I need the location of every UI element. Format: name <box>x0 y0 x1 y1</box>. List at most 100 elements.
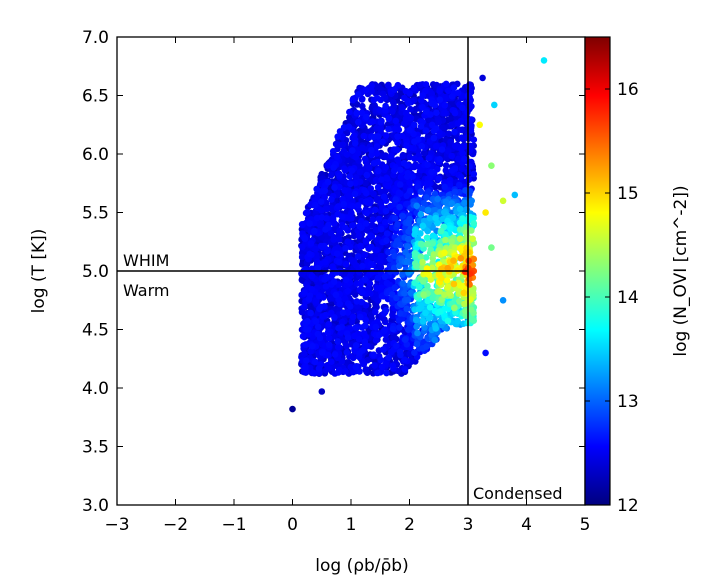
data-point <box>366 280 374 287</box>
data-point <box>394 81 402 89</box>
y-tick-label: 6.0 <box>82 145 109 165</box>
data-point <box>348 167 356 174</box>
data-point <box>349 313 357 321</box>
data-point <box>335 258 343 266</box>
data-point <box>309 342 316 350</box>
data-point <box>377 258 384 265</box>
data-point <box>442 236 449 244</box>
data-point <box>405 326 412 334</box>
data-point <box>343 349 351 356</box>
data-point <box>377 118 385 126</box>
data-point <box>442 162 450 169</box>
data-point <box>367 185 375 192</box>
data-point <box>448 93 456 100</box>
data-point <box>436 87 443 95</box>
data-point <box>350 232 358 240</box>
data-point <box>334 338 342 345</box>
data-point <box>392 117 400 125</box>
data-point <box>399 270 406 278</box>
data-point <box>369 118 376 125</box>
data-point <box>348 215 355 222</box>
data-point <box>362 316 370 324</box>
data-point <box>436 308 444 315</box>
data-point <box>451 142 459 150</box>
colorbar-tick-label: 15 <box>617 184 639 204</box>
data-point <box>374 184 382 191</box>
region-label-condensed: Condensed <box>473 484 563 503</box>
data-point <box>322 283 330 290</box>
x-tick-label: 2 <box>404 515 415 535</box>
data-point <box>469 235 477 243</box>
data-point <box>359 289 366 296</box>
data-point <box>456 205 464 213</box>
data-point <box>431 190 439 198</box>
y-tick-label: 5.0 <box>82 262 109 282</box>
data-point <box>423 194 430 201</box>
data-point <box>363 171 371 179</box>
data-point <box>301 350 308 358</box>
data-point <box>378 188 385 196</box>
data-point <box>436 96 444 103</box>
data-point <box>399 280 407 287</box>
data-point <box>470 170 478 178</box>
data-point <box>392 146 400 153</box>
data-point <box>433 142 440 150</box>
data-point <box>362 302 370 309</box>
data-point <box>317 198 325 205</box>
data-point <box>401 290 408 297</box>
data-point <box>426 304 434 311</box>
data-point <box>352 153 360 161</box>
data-point <box>314 330 322 338</box>
data-point <box>429 240 436 247</box>
data-point <box>322 226 329 233</box>
data-point <box>456 181 463 189</box>
data-point <box>325 334 333 342</box>
data-point <box>349 147 356 154</box>
data-point <box>396 324 403 331</box>
data-point <box>389 362 397 370</box>
data-point <box>382 164 390 171</box>
data-point <box>468 227 475 234</box>
data-point <box>385 125 392 133</box>
data-point <box>330 219 338 227</box>
data-point <box>540 57 548 64</box>
data-point <box>334 141 342 148</box>
colorbar-tick-label: 16 <box>617 80 639 100</box>
data-point <box>314 264 322 272</box>
data-point <box>403 305 411 313</box>
data-point <box>470 220 478 227</box>
data-point <box>354 202 362 209</box>
data-point <box>499 197 507 205</box>
data-point <box>306 220 314 227</box>
data-point <box>334 133 342 140</box>
data-point <box>361 155 369 163</box>
data-point <box>419 103 426 111</box>
data-point <box>377 252 385 260</box>
data-point <box>482 349 489 357</box>
data-point <box>407 289 415 297</box>
x-tick-label: 1 <box>346 515 357 535</box>
data-point <box>334 153 341 161</box>
data-point <box>359 347 366 354</box>
data-point <box>372 226 380 234</box>
data-point <box>321 258 329 266</box>
data-point <box>409 173 417 180</box>
data-point <box>446 289 453 297</box>
data-point <box>396 310 404 317</box>
data-point <box>313 185 321 193</box>
data-point <box>336 300 344 308</box>
data-point <box>303 368 310 376</box>
data-point <box>448 121 456 129</box>
data-point <box>352 342 360 349</box>
data-point <box>444 317 452 325</box>
data-point <box>354 253 362 260</box>
data-point <box>448 167 456 174</box>
data-point <box>321 187 329 195</box>
data-point <box>403 258 411 266</box>
data-point <box>407 105 414 113</box>
data-point <box>298 308 306 316</box>
data-point <box>358 144 366 151</box>
data-point <box>467 296 474 303</box>
y-tick-label: 3.5 <box>82 438 109 458</box>
